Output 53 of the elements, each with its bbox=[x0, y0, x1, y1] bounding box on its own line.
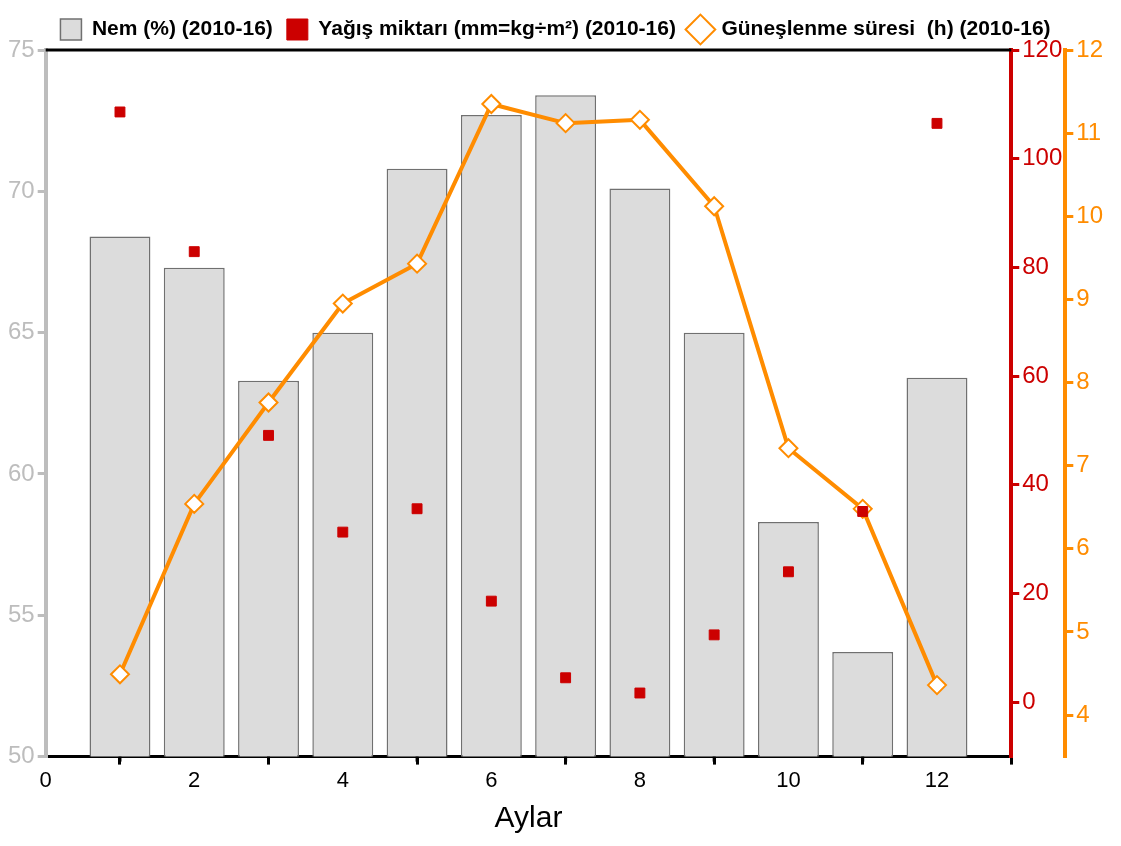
y3-tick-label: 4 bbox=[1076, 699, 1090, 727]
y-tick-label: 55 bbox=[7, 599, 35, 627]
point bbox=[926, 675, 947, 696]
point bbox=[708, 629, 720, 641]
y3-tick-label: 11 bbox=[1076, 117, 1102, 145]
y2-tick-label: 80 bbox=[1022, 252, 1049, 280]
y-tick-label: 75 bbox=[7, 34, 35, 62]
y2-tick-label: 60 bbox=[1022, 360, 1049, 388]
y3-tick-label: 7 bbox=[1076, 450, 1090, 478]
point bbox=[114, 106, 126, 118]
x-tick-label: 2 bbox=[188, 766, 201, 792]
y3-tick-label: 12 bbox=[1076, 34, 1104, 62]
point bbox=[560, 672, 572, 684]
x-tick-label: 0 bbox=[39, 766, 52, 792]
y2-tick-label: 100 bbox=[1022, 143, 1063, 171]
x-tick-label: 6 bbox=[485, 766, 498, 792]
point bbox=[337, 526, 349, 538]
x-axis-title: Aylar bbox=[494, 800, 563, 834]
point bbox=[109, 664, 130, 685]
y2-tick-label: 40 bbox=[1022, 469, 1049, 497]
point bbox=[704, 196, 725, 217]
point bbox=[634, 687, 646, 699]
y2-tick-label: 20 bbox=[1022, 578, 1049, 606]
point bbox=[485, 595, 497, 607]
point bbox=[778, 438, 799, 459]
point bbox=[263, 429, 274, 441]
legend-label: Yağış miktarı (mm=kg÷m²) (2010-16) bbox=[318, 16, 676, 40]
y3-tick-label: 6 bbox=[1076, 533, 1090, 561]
point bbox=[188, 246, 200, 258]
y3-tick-label: 8 bbox=[1076, 367, 1090, 395]
point bbox=[782, 566, 794, 578]
x-tick-label: 10 bbox=[776, 766, 801, 792]
y3-tick-label: 5 bbox=[1076, 616, 1090, 644]
y-tick-label: 70 bbox=[7, 175, 35, 203]
y3-tick-label: 9 bbox=[1076, 284, 1090, 312]
x-tick-label: 12 bbox=[924, 766, 950, 792]
y-tick-label: 50 bbox=[7, 741, 35, 769]
point bbox=[184, 493, 205, 514]
point bbox=[407, 253, 428, 274]
point bbox=[332, 293, 353, 314]
point bbox=[931, 117, 943, 129]
point bbox=[629, 109, 650, 130]
y-tick-label: 65 bbox=[7, 317, 35, 345]
y3-tick-label: 10 bbox=[1076, 200, 1104, 228]
point bbox=[411, 503, 423, 515]
legend-label: Nem (%) (2010-16) bbox=[91, 16, 273, 40]
y-tick-label: 60 bbox=[7, 458, 35, 486]
point bbox=[258, 392, 279, 413]
x-tick-label: 8 bbox=[633, 766, 647, 792]
x-tick-label: 4 bbox=[336, 766, 349, 792]
y2-tick-label: 0 bbox=[1022, 686, 1036, 714]
point bbox=[555, 113, 576, 134]
point bbox=[481, 94, 502, 115]
